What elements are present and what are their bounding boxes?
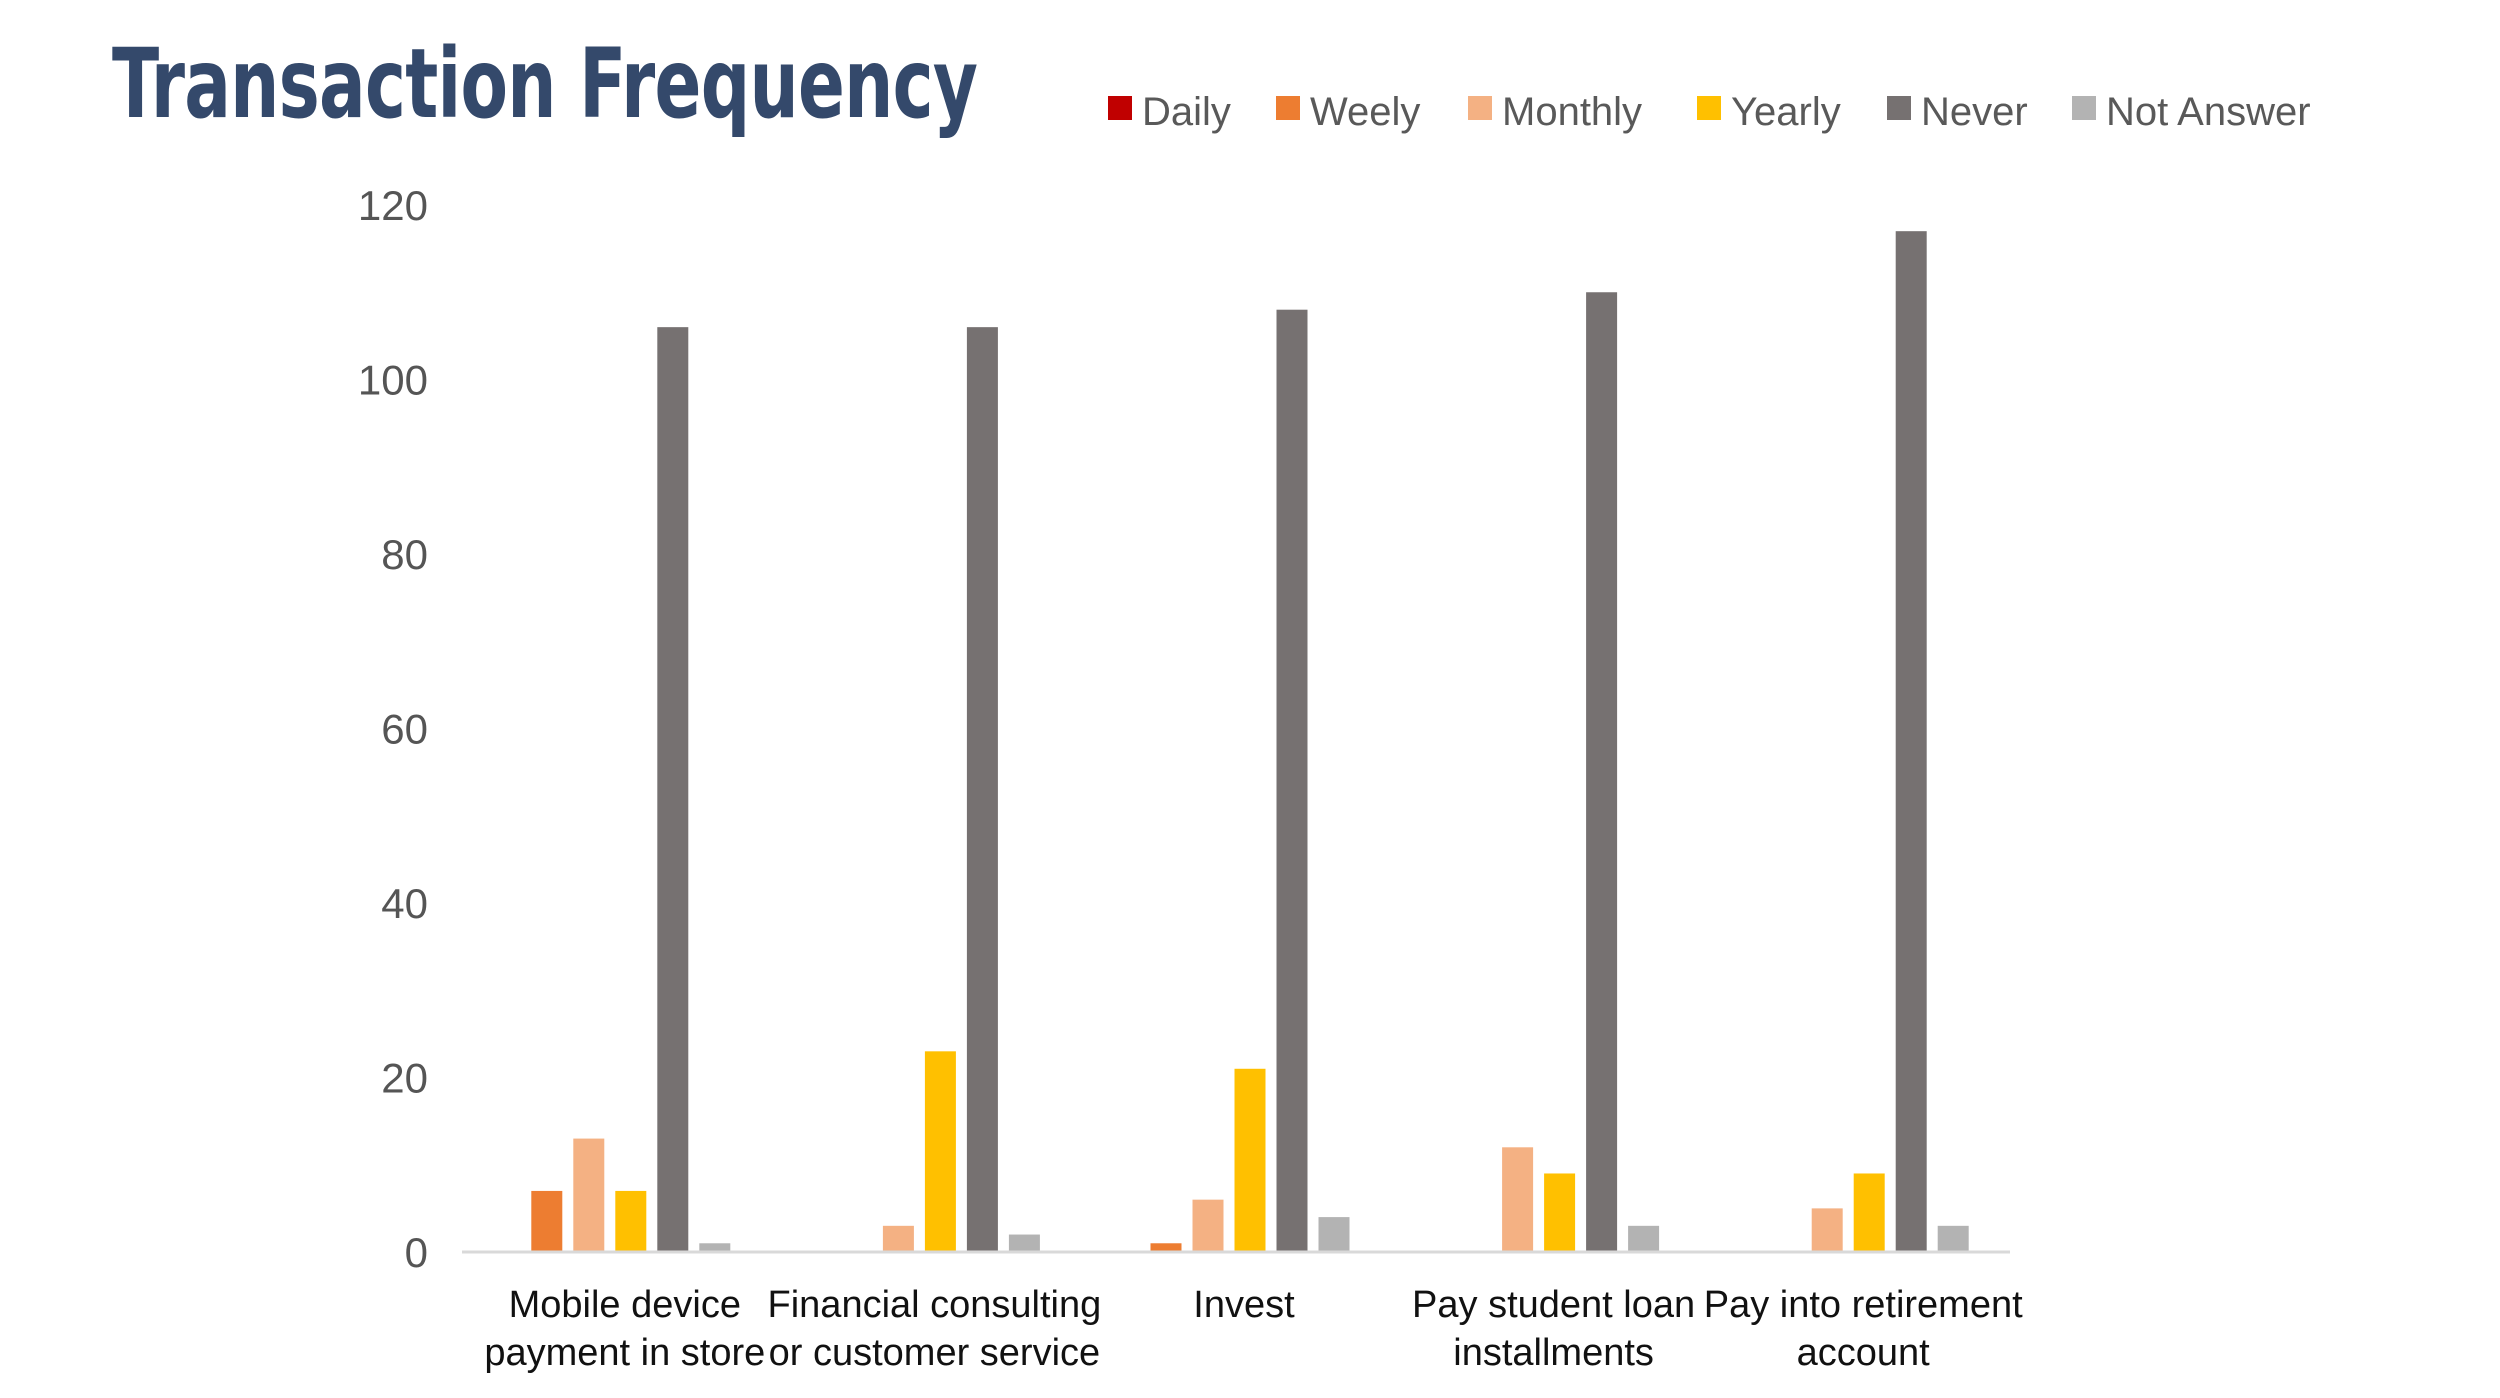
bar-monthly [1502,1147,1534,1252]
bar-yearly [1234,1068,1266,1252]
bar-not-answer [1937,1225,1969,1252]
bar-never [657,327,689,1252]
bar-group [1811,231,1969,1253]
bar-not-answer [1008,1234,1040,1252]
y-axis: 0 20 40 60 80 100 120 [358,182,428,1276]
bar-weely [1150,1243,1182,1252]
legend-item: Weely [1276,90,1420,134]
legend-item: Not Answer [2072,90,2311,134]
bar-monthly [1811,1208,1843,1252]
bar-monthly [1192,1199,1224,1252]
bar-yearly [1544,1173,1576,1252]
legend-swatch [2072,96,2096,120]
x-category-label: Invest [1193,1284,1295,1326]
bar-monthly [882,1225,914,1252]
y-tick-label: 80 [381,531,428,578]
x-category-label: account [1797,1332,1931,1374]
legend-item: Never [1887,90,2028,134]
bar-never [966,327,998,1252]
legend-label: Daily [1142,90,1231,134]
legend-item: Yearly [1697,90,1841,134]
bar-yearly [924,1051,956,1252]
x-category-label: installments [1453,1332,1654,1374]
bar-yearly [615,1190,647,1252]
bar-group [882,327,1040,1252]
y-tick-label: 0 [405,1229,428,1276]
bar-monthly [573,1138,605,1252]
bar-group [531,327,731,1252]
bar-yearly [1853,1173,1885,1252]
y-tick-label: 120 [358,182,428,229]
legend-label: Monthly [1502,90,1642,134]
bar-never [1276,309,1308,1252]
bar-not-answer [699,1243,731,1252]
bar-not-answer [1628,1225,1660,1252]
x-category-label: Mobile device [509,1284,741,1326]
y-tick-label: 20 [381,1055,428,1102]
y-tick-label: 60 [381,706,428,753]
legend-swatch [1887,96,1911,120]
x-category-label: Pay student loan [1412,1284,1695,1326]
legend-label: Weely [1310,90,1420,134]
legend-swatch [1697,96,1721,120]
x-category-label: Financial consulting [768,1284,1102,1326]
x-category-label: payment in store [484,1332,765,1374]
bar-never [1586,292,1618,1252]
y-tick-label: 100 [358,357,428,404]
legend-swatch [1468,96,1492,120]
y-tick-label: 40 [381,880,428,927]
legend-swatch [1108,96,1132,120]
bar-not-answer [1318,1217,1350,1252]
bar-never [1895,231,1927,1253]
bar-group [1150,309,1350,1252]
bar-group [1502,292,1660,1252]
x-category-label: or customer service [769,1332,1101,1374]
legend-label: Never [1921,90,2028,134]
bar-weely [531,1190,563,1252]
legend-item: Daily [1108,90,1231,134]
legend-swatch [1276,96,1300,120]
legend-item: Monthly [1468,90,1642,134]
legend-label: Yearly [1731,90,1841,134]
chart-title: Transaction Frequency [112,28,978,140]
bars [531,231,1969,1253]
x-category-label: Pay into retirement [1704,1284,2023,1326]
legend-label: Not Answer [2106,90,2311,134]
legend: Daily Weely Monthly Yearly Never Not Answer [1108,90,2311,134]
